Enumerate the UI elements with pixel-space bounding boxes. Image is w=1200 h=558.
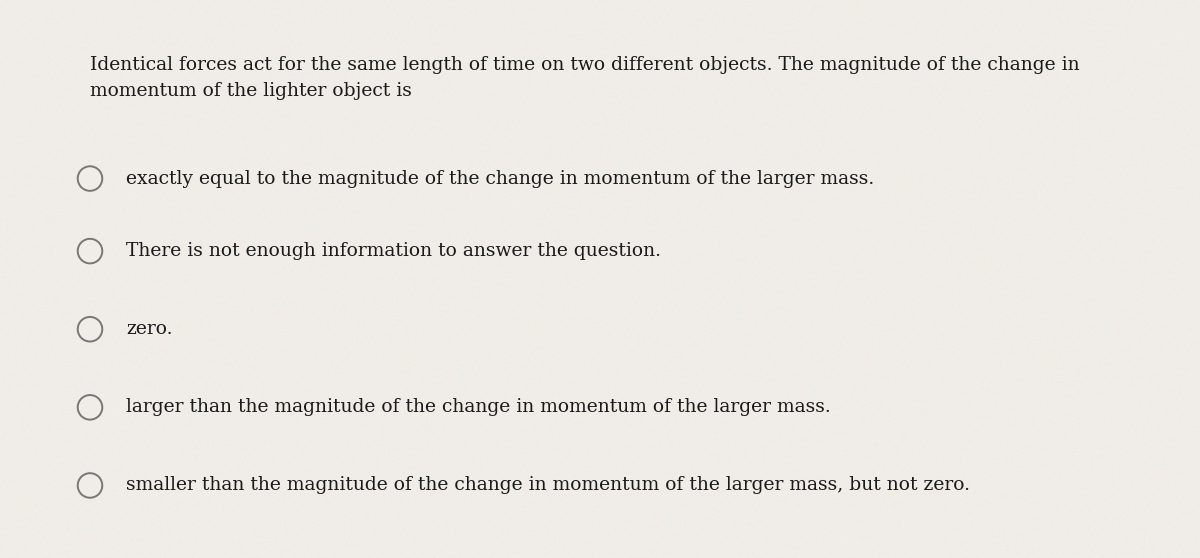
Ellipse shape (78, 166, 102, 191)
Ellipse shape (78, 473, 102, 498)
Text: Identical forces act for the same length of time on two different objects. The m: Identical forces act for the same length… (90, 56, 1080, 100)
Ellipse shape (78, 239, 102, 263)
Text: zero.: zero. (126, 320, 173, 338)
Text: larger than the magnitude of the change in momentum of the larger mass.: larger than the magnitude of the change … (126, 398, 830, 416)
Text: smaller than the magnitude of the change in momentum of the larger mass, but not: smaller than the magnitude of the change… (126, 477, 970, 494)
Text: There is not enough information to answer the question.: There is not enough information to answe… (126, 242, 661, 260)
Ellipse shape (78, 317, 102, 341)
Text: exactly equal to the magnitude of the change in momentum of the larger mass.: exactly equal to the magnitude of the ch… (126, 170, 875, 187)
Ellipse shape (78, 395, 102, 420)
